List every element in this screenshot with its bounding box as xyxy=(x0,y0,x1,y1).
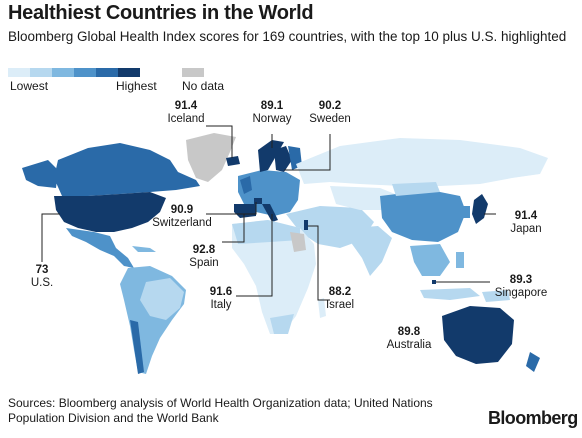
korea xyxy=(462,206,470,218)
mexico xyxy=(66,228,134,268)
new-zealand xyxy=(526,352,540,372)
source-note: Sources: Bloomberg analysis of World Hea… xyxy=(8,396,433,425)
leader-iceland xyxy=(206,125,233,158)
greenland xyxy=(186,133,236,182)
label-italy-score: 91.6 xyxy=(209,286,233,298)
legend-swatch-2 xyxy=(30,68,52,77)
label-sweden: 90.2 Sweden xyxy=(300,100,360,126)
leader-lines xyxy=(41,125,496,301)
chile xyxy=(130,320,144,374)
italy xyxy=(262,204,278,222)
norway xyxy=(258,140,284,172)
legend-swatch-4 xyxy=(74,68,96,77)
south-africa xyxy=(270,314,294,334)
japan xyxy=(472,194,488,224)
russia xyxy=(296,138,548,186)
indonesia xyxy=(420,288,480,300)
leader-us xyxy=(41,213,60,262)
libya-nodata xyxy=(290,232,306,252)
label-japan-name: Japan xyxy=(510,223,542,235)
chart-title: Healthiest Countries in the World xyxy=(8,2,314,24)
leader-israel xyxy=(308,225,330,301)
label-iceland-score: 91.4 xyxy=(174,100,198,112)
leader-spain xyxy=(222,214,245,243)
north-africa xyxy=(232,220,300,244)
uk-ireland xyxy=(240,176,252,194)
label-sweden-score: 90.2 xyxy=(318,100,342,112)
label-singapore-score: 89.3 xyxy=(509,274,533,286)
label-israel-score: 88.2 xyxy=(328,286,352,298)
label-italy: 91.6 Italy xyxy=(196,286,246,312)
legend-swatch-3 xyxy=(52,68,74,77)
bloomberg-logo: Bloomberg xyxy=(488,408,578,428)
spain xyxy=(234,204,256,218)
papua xyxy=(482,290,510,302)
caribbean xyxy=(132,246,156,252)
legend-swatch-1 xyxy=(8,68,30,77)
label-switzerland: 90.9 Switzerland xyxy=(142,204,222,230)
label-iceland-name: Iceland xyxy=(167,113,205,125)
label-israel-name: Israel xyxy=(325,299,355,311)
united-states xyxy=(54,192,166,232)
label-iceland: 91.4 Iceland xyxy=(156,100,216,126)
brazil xyxy=(140,278,184,320)
label-singapore: 89.3 Singapore xyxy=(486,274,556,300)
label-norway-name: Norway xyxy=(252,113,292,125)
leader-sweden xyxy=(284,134,331,171)
legend-swatch-6 xyxy=(118,68,140,77)
mongolia xyxy=(392,182,440,196)
canada xyxy=(54,143,200,196)
label-norway-score: 89.1 xyxy=(260,100,284,112)
label-japan-score: 91.4 xyxy=(514,210,538,222)
label-switzerland-score: 90.9 xyxy=(170,204,194,216)
label-australia: 89.8 Australia xyxy=(374,326,444,352)
leader-switzerland xyxy=(206,202,257,215)
label-us: 73 U.S. xyxy=(14,264,70,290)
label-singapore-name: Singapore xyxy=(494,287,548,299)
china xyxy=(380,190,466,242)
israel xyxy=(304,220,308,230)
australia xyxy=(442,306,514,364)
iceland xyxy=(226,156,240,166)
india xyxy=(352,226,392,276)
label-australia-name: Australia xyxy=(386,339,432,351)
sweden xyxy=(274,146,292,172)
legend-lowest-label: Lowest xyxy=(10,79,49,93)
legend-highest-label: Highest xyxy=(116,79,157,93)
label-norway: 89.1 Norway xyxy=(242,100,302,126)
label-sweden-name: Sweden xyxy=(309,113,351,125)
legend-no-data-swatch xyxy=(182,68,204,77)
label-spain-score: 92.8 xyxy=(192,244,216,256)
label-us-score: 73 xyxy=(35,264,49,276)
legend: Lowest Highest No data xyxy=(8,68,288,96)
label-israel: 88.2 Israel xyxy=(310,286,370,312)
legend-no-data-label: No data xyxy=(182,79,225,93)
singapore xyxy=(432,280,436,284)
label-switzerland-name: Switzerland xyxy=(152,217,212,229)
philippines xyxy=(456,252,464,268)
label-italy-name: Italy xyxy=(210,299,232,311)
label-spain-name: Spain xyxy=(189,257,219,269)
southeast-asia xyxy=(410,244,450,276)
label-australia-score: 89.8 xyxy=(397,326,421,338)
label-japan: 91.4 Japan xyxy=(496,210,556,236)
alaska xyxy=(22,160,58,188)
chart-subtitle: Bloomberg Global Health Index scores for… xyxy=(8,29,567,44)
legend-swatch-5 xyxy=(96,68,118,77)
label-spain: 92.8 Spain xyxy=(176,244,232,270)
switzerland xyxy=(254,198,262,204)
madagascar xyxy=(318,298,326,318)
label-us-name: U.S. xyxy=(30,277,54,289)
legend-color-scale xyxy=(8,68,140,77)
leader-italy xyxy=(236,214,273,297)
